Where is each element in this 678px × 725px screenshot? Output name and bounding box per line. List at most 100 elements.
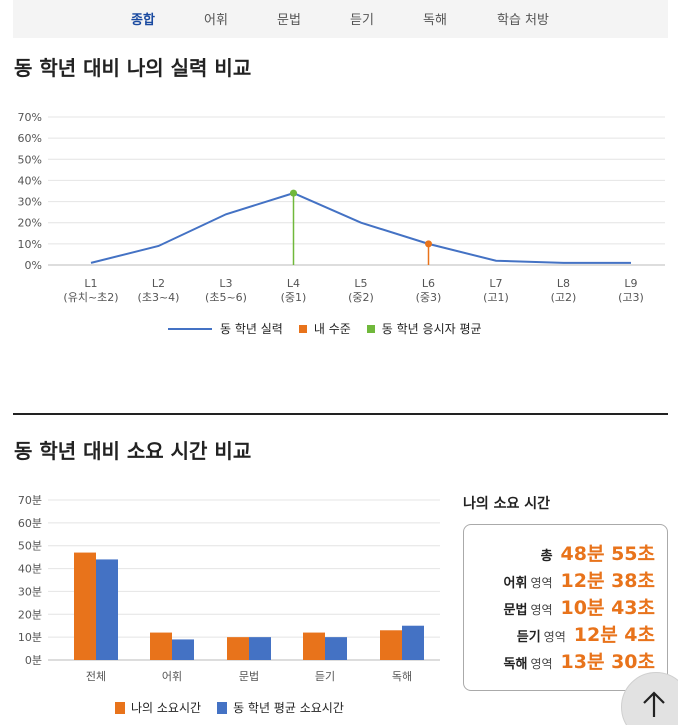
x-tick-label: L4 [287,277,300,290]
bar [74,552,96,660]
tab-listening[interactable]: 듣기 [350,13,374,28]
tab-grammar[interactable]: 문법 [277,13,301,28]
bar [380,630,402,660]
time-row-grammar: 문법 영역 10분 43초 [464,593,655,620]
my-time-title: 나의 소요 시간 [463,496,551,512]
time-chart-legend: 나의 소요시간 동 학년 평균 소요시간 [115,699,360,716]
x-tick-label: L6 [422,277,435,290]
x-tick-sublabel: (고2) [551,291,577,304]
legend-item-grade-average: 동 학년 응시자 평균 [366,320,482,337]
legend-swatch-grade-avg-time [217,701,228,714]
x-tick-label: L5 [354,277,367,290]
legend-item-grade-avg-time: 동 학년 평균 소요시간 [217,699,344,716]
x-tick-label: L3 [219,277,232,290]
y-tick-label: 10% [18,238,42,251]
legend-label-my-level: 내 수준 [313,322,351,336]
my-time-panel: 총 48분 55초 어휘 영역 12분 38초 문법 영역 10분 43초 듣기… [463,524,668,691]
legend-label-grade-avg-time: 동 학년 평균 소요시간 [233,701,344,715]
legend-label-grade-skill: 동 학년 실력 [220,322,283,336]
time-row-label: 문법 [503,603,528,618]
y-tick-label: 70% [18,111,42,124]
x-tick-sublabel: (초5~6) [205,291,247,304]
arrow-up-icon [643,691,665,717]
x-tick-sublabel: (중1) [281,291,307,304]
y-tick-label: 70분 [18,494,42,507]
x-tick-sublabel: (유치~초2) [63,291,118,304]
legend-item-my-time: 나의 소요시간 [115,699,201,716]
time-row-label: 어휘 [503,576,528,591]
time-row-listening: 듣기 영역 12분 4초 [464,620,655,647]
series-line-grade-skill [90,192,631,264]
legend-swatch-my-level [298,324,307,333]
tab-reading[interactable]: 독해 [423,13,447,28]
y-tick-label: 0분 [25,654,42,667]
y-tick-label: 60% [18,132,42,145]
time-row-label: 듣기 [516,630,541,645]
y-tick-label: 50분 [18,540,42,553]
time-row-suffix: 영역 [530,576,553,590]
time-row-total: 총 48분 55초 [464,539,655,566]
bar [402,625,424,660]
time-row-label: 독해 [503,657,528,672]
bar [96,559,118,660]
bar [303,632,325,660]
x-tick-sublabel: (고1) [483,291,509,304]
legend-item-grade-skill: 동 학년 실력 [168,320,283,337]
time-row-value: 12분 4초 [573,624,655,646]
marker-point [425,240,432,248]
x-tick-label: 문법 [239,670,259,683]
marker-point [290,189,297,197]
y-tick-label: 40% [18,174,42,187]
x-tick-sublabel: (고3) [618,291,644,304]
x-tick-label: 어휘 [162,670,182,683]
skill-distribution-chart: 0% 10% 20% 30% 40% 50% 60% 70% L1(유치~초2) L2(초3~4)… [18,111,665,304]
time-row-label: 총 [540,549,553,564]
legend-line-swatch [168,327,212,330]
time-comparison-title: 동 학년 대비 소요 시간 비교 [14,439,252,463]
y-tick-label: 20% [18,217,42,230]
time-row-suffix: 영역 [530,603,553,617]
tab-study-prescription[interactable]: 학습 처방 [497,13,549,28]
legend-item-my-level: 내 수준 [298,320,351,337]
x-tick-label: L1 [84,277,97,290]
time-row-value: 10분 43초 [560,597,655,619]
bar [249,637,271,660]
x-tick-label: 듣기 [315,670,335,683]
x-tick-sublabel: (초3~4) [138,291,180,304]
tab-summary[interactable]: 종합 [131,13,155,28]
legend-swatch-my-time [115,701,125,714]
time-row-suffix: 영역 [543,630,566,644]
x-tick-sublabel: (중3) [416,291,442,304]
time-row-suffix: 영역 [530,657,553,671]
y-tick-label: 30% [18,196,42,209]
y-tick-label: 30분 [18,585,42,598]
y-tick-label: 50% [18,153,42,166]
tab-bar: 종합 어휘 문법 듣기 독해 학습 처방 [13,0,668,38]
bar [150,632,172,660]
y-tick-label: 60분 [18,517,42,530]
scroll-top-button[interactable] [621,672,678,725]
x-tick-label: L2 [152,277,165,290]
time-row-reading: 독해 영역 13분 30초 [464,647,655,674]
time-row-value: 13분 30초 [560,651,655,673]
bar [227,637,249,660]
tab-vocabulary[interactable]: 어휘 [204,13,228,28]
time-row-value: 12분 38초 [560,570,655,592]
skill-chart-legend: 동 학년 실력 내 수준 동 학년 응시자 평균 [168,320,498,337]
bar [325,637,347,660]
legend-label-grade-average: 동 학년 응시자 평균 [381,322,482,336]
y-tick-label: 40분 [18,563,42,576]
legend-swatch-grade-average [366,324,375,333]
section-divider [13,413,668,415]
x-tick-label: L8 [557,277,570,290]
x-tick-label: L7 [489,277,502,290]
legend-label-my-time: 나의 소요시간 [131,701,202,715]
y-tick-label: 0% [25,259,42,272]
y-tick-label: 20분 [18,608,42,621]
bar [172,639,194,660]
x-tick-label: L9 [624,277,637,290]
x-tick-label: 전체 [86,670,106,683]
x-tick-label: 독해 [392,669,412,683]
x-tick-sublabel: (중2) [348,291,374,304]
